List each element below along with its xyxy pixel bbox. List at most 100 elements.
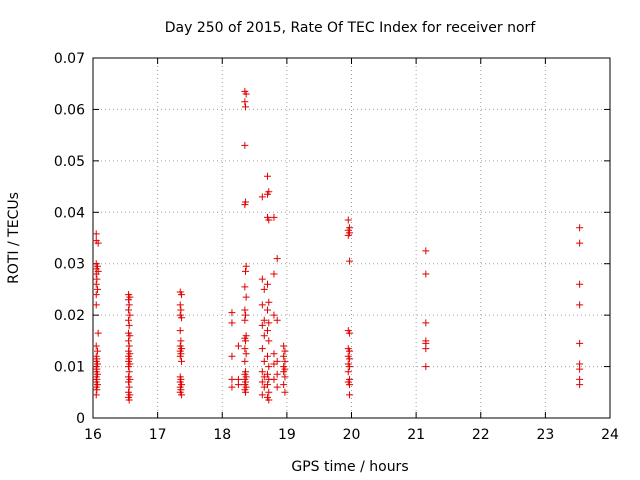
data-point <box>92 391 100 399</box>
data-point <box>422 247 430 255</box>
data-point <box>273 316 281 324</box>
data-point <box>94 239 102 247</box>
data-point <box>242 388 250 396</box>
data-point <box>265 319 273 327</box>
data-point <box>263 190 271 198</box>
data-point <box>241 316 249 324</box>
data-point <box>176 352 184 360</box>
y-tick-label: 0.05 <box>54 154 85 170</box>
data-point <box>422 319 430 327</box>
x-tick-label: 24 <box>601 427 619 443</box>
data-point <box>260 316 268 324</box>
data-point <box>125 396 133 404</box>
data-point <box>422 363 430 371</box>
y-tick-label: 0.06 <box>54 102 85 118</box>
data-point <box>93 386 101 394</box>
data-point <box>258 391 266 399</box>
data-point <box>94 329 102 337</box>
data-point <box>126 332 134 340</box>
data-point <box>177 337 185 345</box>
x-tick-label: 21 <box>407 427 425 443</box>
data-point <box>346 347 354 355</box>
data-point <box>346 257 354 265</box>
data-point <box>92 301 100 309</box>
data-point <box>178 314 186 322</box>
data-point <box>273 383 281 391</box>
data-point <box>280 368 288 376</box>
data-point <box>260 373 268 381</box>
data-point <box>263 172 271 180</box>
data-point <box>265 337 273 345</box>
data-point <box>228 319 236 327</box>
x-axis-label: GPS time / hours <box>291 459 408 475</box>
data-point <box>273 255 281 263</box>
data-point <box>228 383 236 391</box>
data-point <box>92 230 100 238</box>
data-point <box>125 383 133 391</box>
data-point <box>234 342 242 350</box>
data-point <box>258 321 266 329</box>
data-point <box>281 373 289 381</box>
data-point <box>270 360 278 368</box>
data-point <box>241 283 249 291</box>
data-point <box>242 103 250 111</box>
data-point <box>346 381 354 389</box>
data-point <box>242 337 250 345</box>
data-point <box>178 291 186 299</box>
data-point <box>346 363 354 371</box>
data-point <box>228 309 236 317</box>
data-point <box>265 396 273 404</box>
data-point <box>265 216 273 224</box>
data-point <box>241 306 249 314</box>
data-point <box>346 391 354 399</box>
data-point <box>260 285 268 293</box>
data-point <box>258 345 266 353</box>
y-tick-label: 0.03 <box>54 257 85 273</box>
data-point <box>422 270 430 278</box>
data-point <box>263 280 271 288</box>
x-tick-label: 20 <box>343 427 361 443</box>
y-tick-label: 0.07 <box>54 51 85 67</box>
data-point <box>280 352 288 360</box>
data-point <box>125 306 133 314</box>
data-point <box>92 280 100 288</box>
data-point <box>576 301 584 309</box>
data-point <box>258 275 266 283</box>
data-point <box>241 201 249 209</box>
data-point <box>576 381 584 389</box>
data-point <box>260 383 268 391</box>
data-point <box>242 90 250 98</box>
data-point <box>265 298 273 306</box>
data-point <box>241 357 249 365</box>
data-point <box>92 291 100 299</box>
data-point <box>258 301 266 309</box>
data-point <box>265 363 273 371</box>
data-point <box>234 381 242 389</box>
x-tick-label: 17 <box>149 427 167 443</box>
data-point <box>241 141 249 149</box>
x-tick-label: 18 <box>213 427 231 443</box>
data-point <box>242 293 250 301</box>
data-point <box>242 267 250 275</box>
data-point <box>125 301 133 309</box>
plot-frame <box>92 57 611 419</box>
data-point <box>576 339 584 347</box>
data-point <box>270 270 278 278</box>
data-point <box>177 306 185 314</box>
data-point <box>280 342 288 350</box>
data-point <box>228 352 236 360</box>
data-point <box>576 365 584 373</box>
x-tick-label: 23 <box>536 427 554 443</box>
data-point <box>125 296 133 304</box>
data-point <box>576 224 584 232</box>
data-point <box>176 327 184 335</box>
y-tick-label: 0.04 <box>54 205 85 221</box>
data-point <box>265 388 273 396</box>
data-point <box>178 391 186 399</box>
data-point <box>258 193 266 201</box>
data-point <box>92 342 100 350</box>
data-point <box>242 311 250 319</box>
chart-title: Day 250 of 2015, Rate Of TEC Index for r… <box>165 20 537 36</box>
data-point <box>281 388 289 396</box>
